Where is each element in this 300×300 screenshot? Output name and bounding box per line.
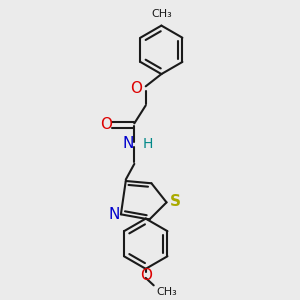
Text: CH₃: CH₃ — [151, 9, 172, 19]
Text: O: O — [140, 268, 152, 284]
Text: S: S — [169, 194, 181, 209]
Text: O: O — [100, 117, 112, 132]
Text: CH₃: CH₃ — [157, 287, 177, 297]
Text: H: H — [142, 137, 153, 151]
Text: N: N — [122, 136, 134, 152]
Text: O: O — [130, 81, 142, 96]
Text: N: N — [108, 207, 120, 222]
